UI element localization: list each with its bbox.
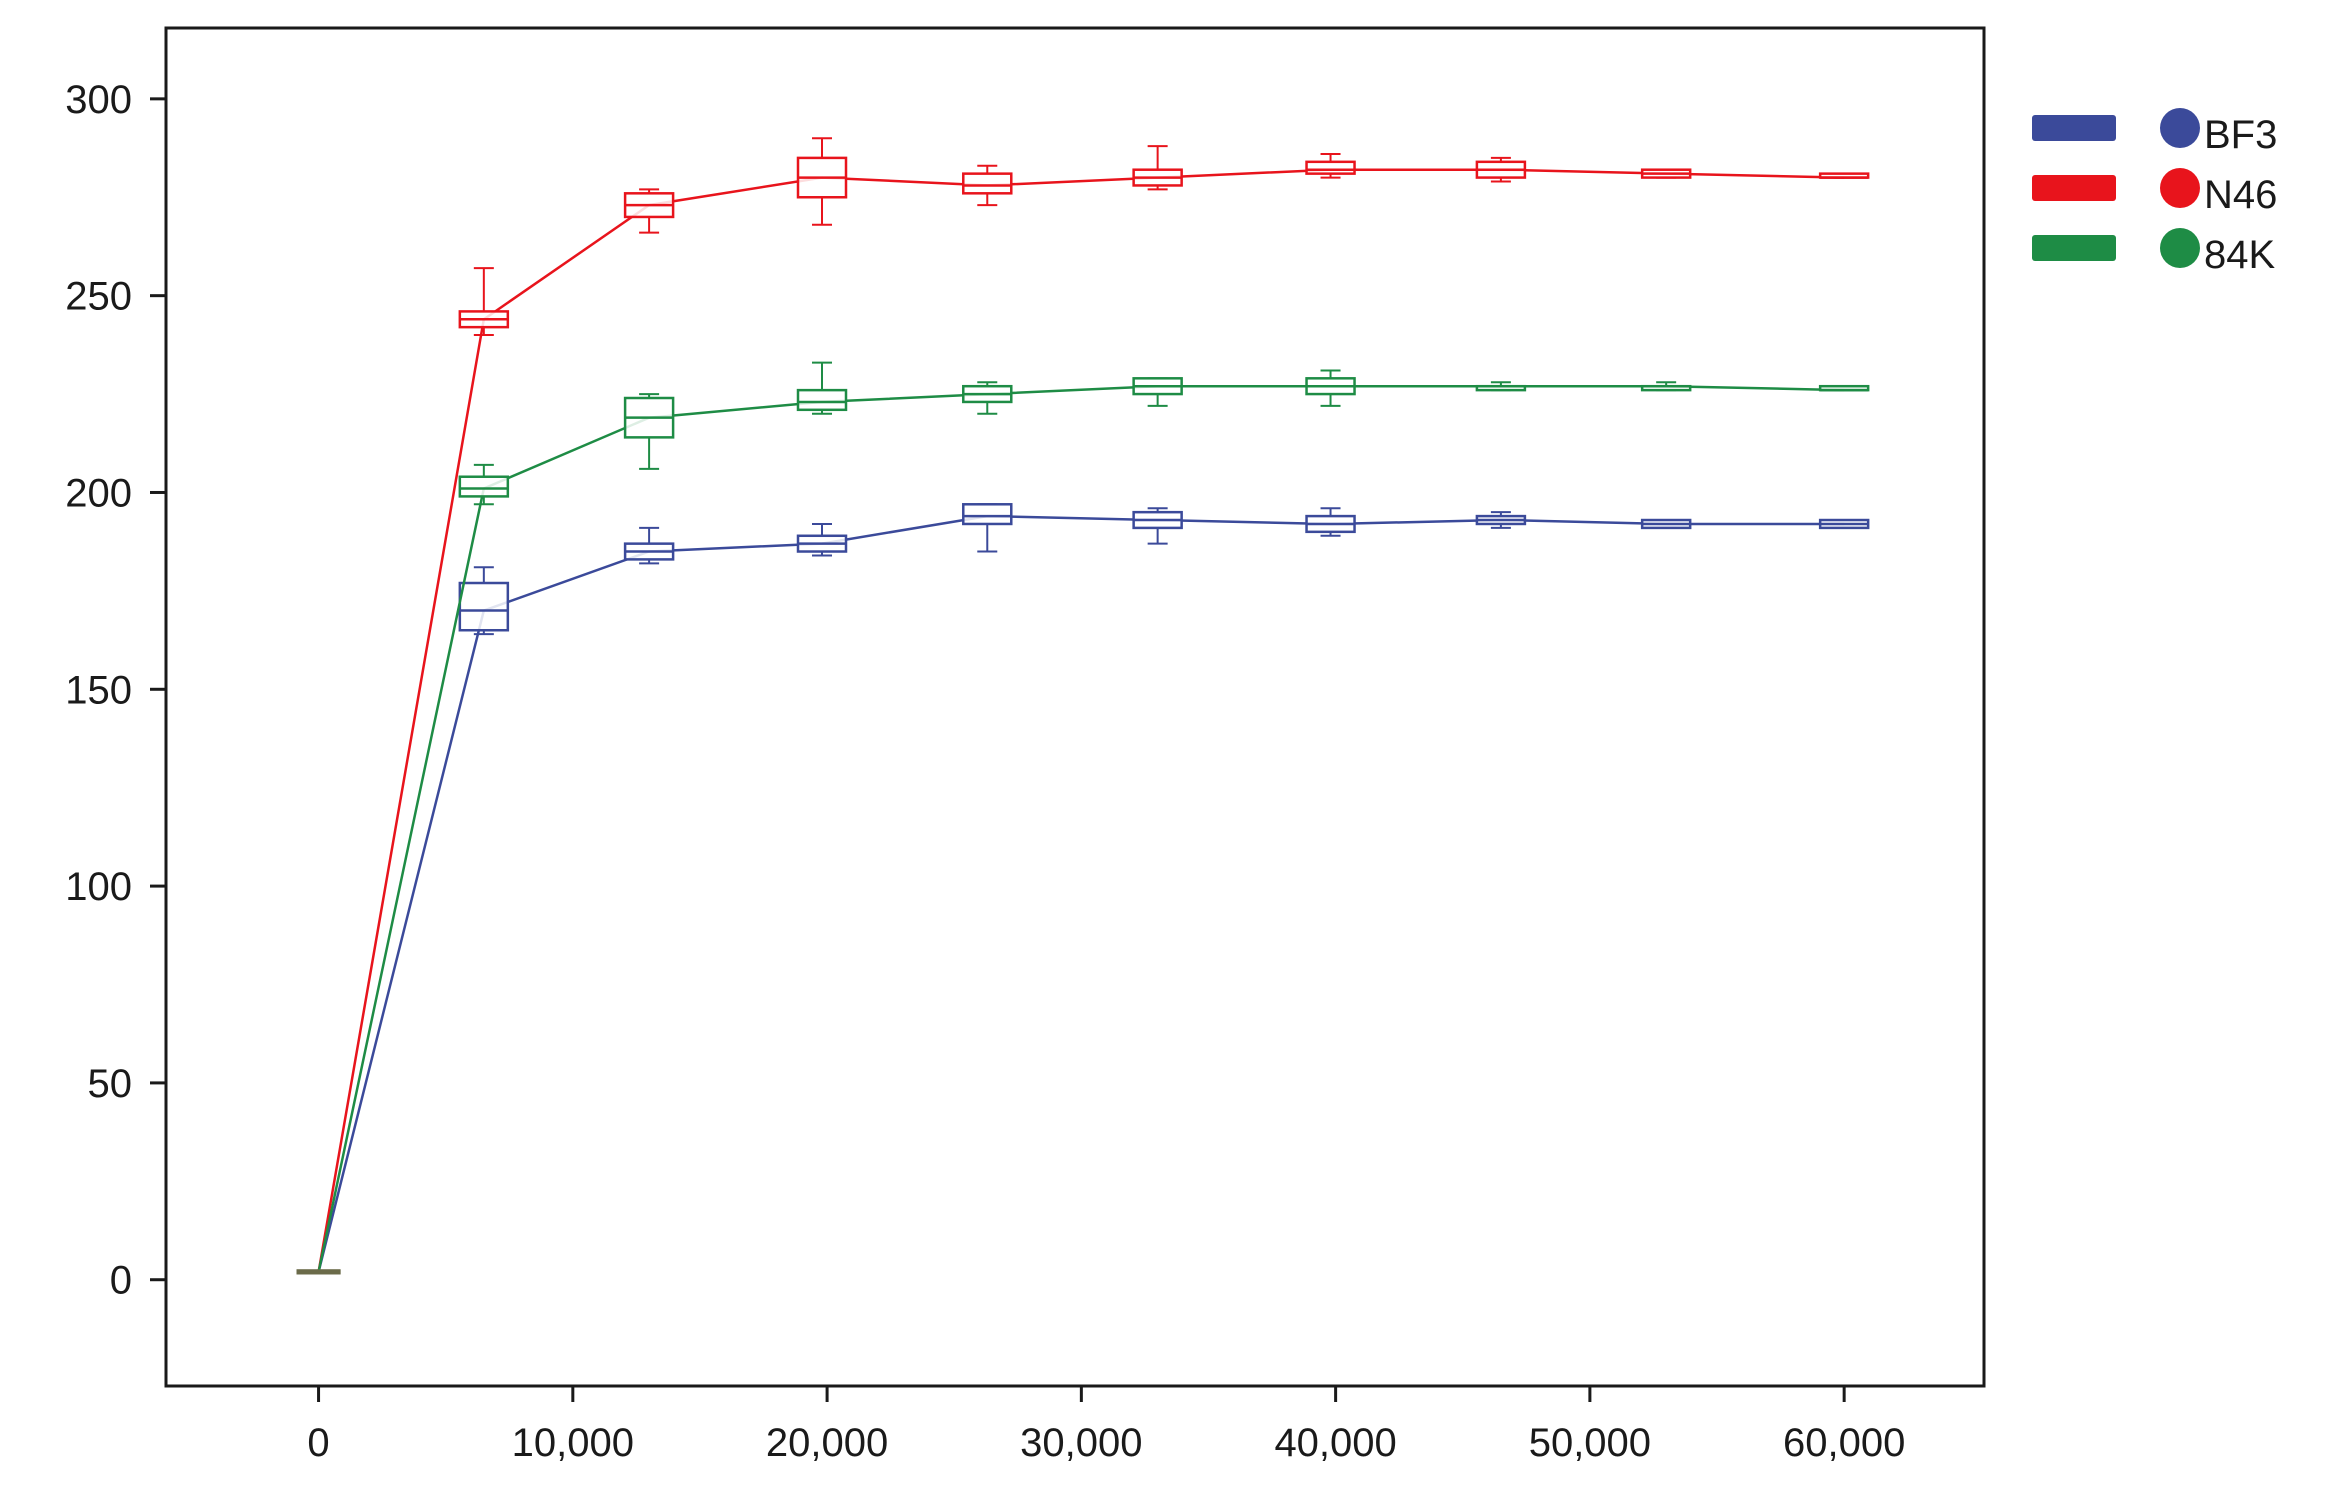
legend-item-84k: 84K (2032, 228, 2275, 277)
y-tick-label: 150 (65, 668, 132, 712)
y-tick-label: 0 (110, 1259, 132, 1303)
legend-label-bf3: BF3 (2204, 113, 2277, 157)
box-84k (1475, 381, 1527, 392)
box-bf3 (796, 522, 848, 557)
box-n46 (1640, 168, 1692, 179)
legend-swatch-84k (2032, 235, 2116, 261)
box-84k (1640, 381, 1692, 392)
box-84k (796, 361, 848, 415)
x-tick-label: 10,000 (512, 1421, 634, 1465)
legend-marker-bf3 (2160, 108, 2200, 148)
x-tick-label: 0 (307, 1421, 329, 1465)
series-line-bf3 (317, 514, 1845, 1273)
x-tick-label: 60,000 (1783, 1421, 1905, 1465)
box-iqr-n46 (1305, 160, 1356, 175)
series-bf3 (296, 503, 1870, 1275)
legend-marker-84k (2160, 228, 2200, 268)
box-bf3 (1640, 518, 1692, 530)
box-bf3 (1305, 507, 1356, 537)
box-84k (1305, 369, 1356, 407)
box-iqr-84k (796, 388, 848, 412)
box-bf3 (1818, 518, 1870, 530)
y-tick-label: 100 (65, 865, 132, 909)
box-n46 (1475, 156, 1527, 183)
y-tick-label: 300 (65, 78, 132, 122)
box-84k (1132, 377, 1183, 407)
x-tick-label: 40,000 (1274, 1421, 1396, 1465)
box-iqr-84k (458, 475, 510, 498)
box-n46 (962, 164, 1013, 207)
box-84k (1818, 384, 1870, 392)
box-bf3 (1475, 511, 1527, 529)
box-iqr-n46 (962, 172, 1013, 195)
box-n46 (796, 137, 848, 226)
box-bf3 (962, 503, 1013, 553)
y-tick-label: 250 (65, 275, 132, 319)
plot-frame (164, 26, 1986, 1388)
series-84k (296, 361, 1870, 1275)
x-tick-label: 30,000 (1020, 1421, 1142, 1465)
legend-label-n46: N46 (2204, 173, 2277, 217)
box-n46 (1132, 145, 1183, 191)
legend-swatch-n46 (2032, 175, 2116, 201)
box-84k (458, 463, 510, 506)
box-n46 (458, 267, 510, 337)
box-n46 (1818, 172, 1870, 179)
legend-item-n46: N46 (2032, 168, 2277, 217)
box-iqr-bf3 (458, 581, 510, 632)
legend-item-bf3: BF3 (2032, 108, 2277, 157)
box-bf3 (458, 566, 510, 636)
legend-marker-n46 (2160, 168, 2200, 208)
y-tick-label: 200 (65, 471, 132, 515)
box-84k (962, 381, 1013, 415)
box-iqr-bf3 (962, 503, 1013, 526)
series-line-84k (317, 384, 1845, 1273)
box-84k (623, 393, 675, 470)
legend-label-84k: 84K (2204, 233, 2275, 277)
y-tick-label: 50 (88, 1062, 133, 1106)
box-n46 (623, 188, 675, 234)
box-bf3 (1132, 507, 1183, 545)
legend-swatch-bf3 (2032, 115, 2116, 141)
x-tick-label: 20,000 (766, 1421, 888, 1465)
box-bf3 (623, 526, 675, 565)
series-n46 (296, 137, 1870, 1275)
x-tick-label: 50,000 (1529, 1421, 1651, 1465)
box-n46 (1305, 152, 1356, 179)
series-line-n46 (317, 168, 1845, 1273)
